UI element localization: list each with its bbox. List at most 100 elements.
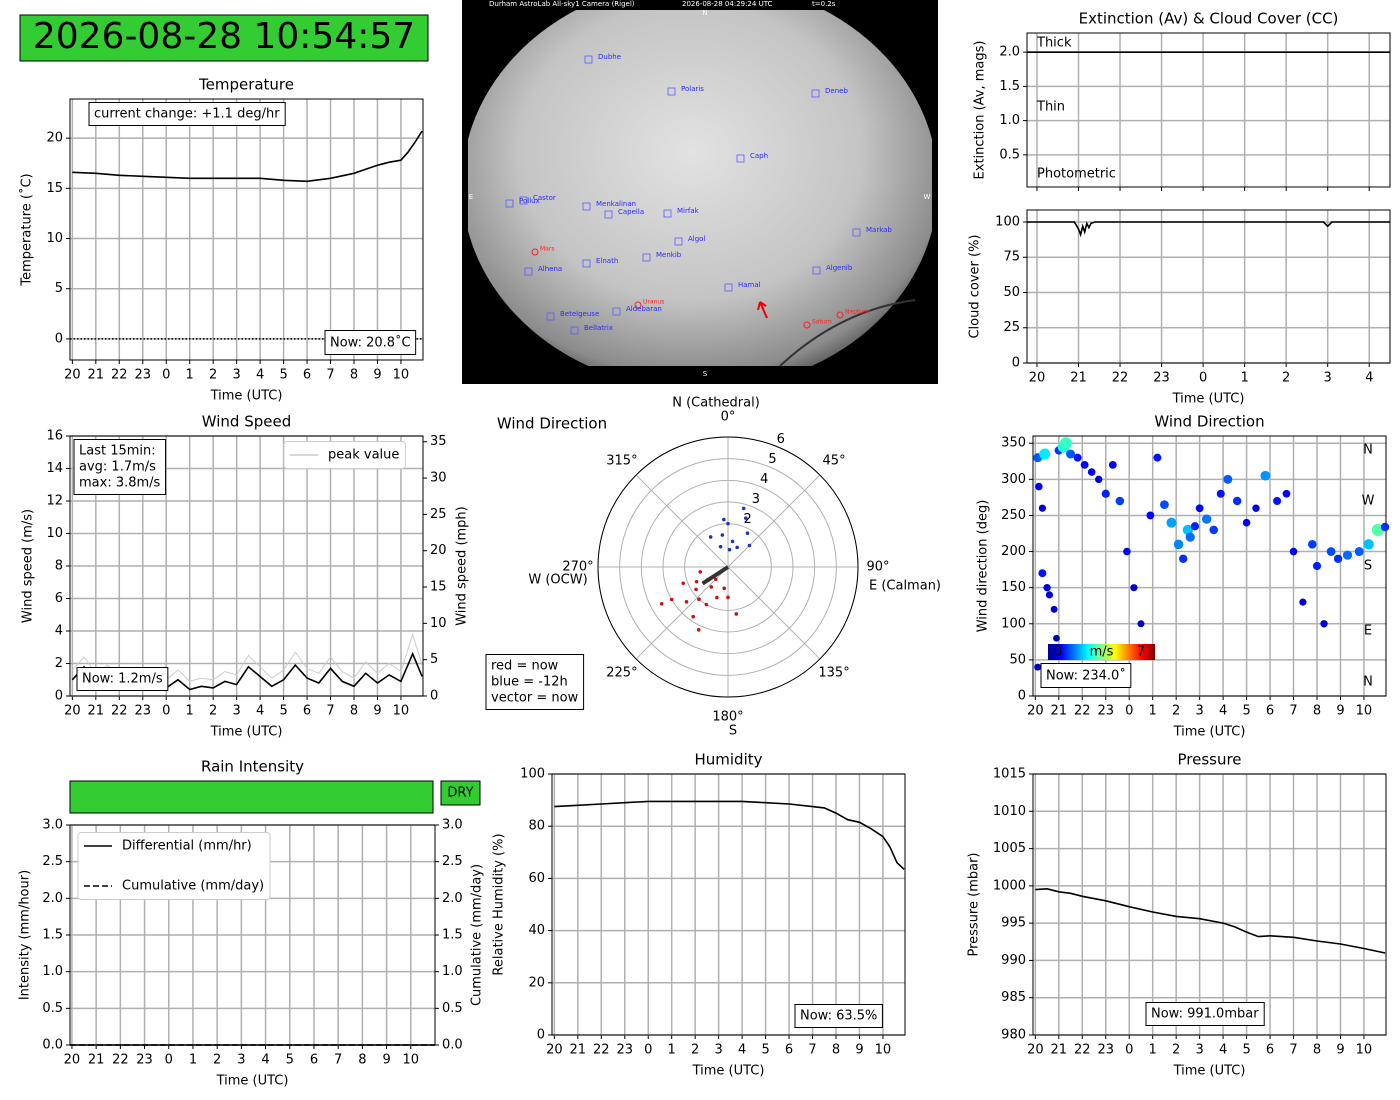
y-tick-label: 0.0 [42, 1038, 63, 1053]
data-point [684, 600, 689, 604]
x-tick-label: 10 [1356, 704, 1373, 719]
camera-compass: E [469, 193, 473, 201]
star-marker [667, 87, 676, 96]
x-tick-label: 2 [1172, 1043, 1180, 1058]
x-tick-label: 6 [1266, 1043, 1274, 1058]
x-tick-label: 22 [111, 704, 128, 719]
y-axis-label: Extinction (Av, mags) [973, 41, 988, 180]
chart-title: Wind Speed [202, 413, 292, 431]
x-tick-label: 21 [88, 704, 105, 719]
x-tick-label: 1 [186, 704, 194, 719]
y2-tick-label: 30 [430, 471, 447, 486]
data-line [554, 800, 905, 870]
annotation-text: Now: 1.2m/s [82, 672, 163, 687]
data-point [735, 545, 739, 550]
data-point [697, 597, 701, 602]
camera-header: 2026-08-28 04:29:24 UTC [682, 0, 773, 8]
annotation-text: Now: 234.0˚ [1046, 668, 1126, 684]
data-point [704, 602, 709, 607]
x-axis-label: Time (UTC) [210, 725, 283, 740]
y-tick-label: 2.0 [999, 45, 1020, 60]
theta-tick-label: 270° [562, 560, 593, 575]
y2-tick-label: 0.0 [442, 1038, 463, 1053]
direction-label: N [1363, 675, 1373, 690]
x-tick-label: 6 [1266, 704, 1274, 719]
x-tick-label: 5 [761, 1043, 769, 1058]
x-tick-label: 22 [1074, 704, 1091, 719]
y-tick-label: 250 [1001, 508, 1026, 523]
x-tick-label: 4 [256, 368, 264, 383]
y-tick-label: 100 [995, 214, 1020, 229]
star-label: Menkalinan [596, 200, 636, 208]
y2-axis-label: Cumulative (mm/day) [470, 864, 485, 1006]
data-point [1059, 437, 1072, 450]
star-marker [812, 266, 821, 275]
chart-title: Humidity [694, 751, 762, 769]
x-tick-label: 4 [1219, 1043, 1227, 1058]
y-tick-label: 25 [1003, 320, 1020, 335]
data-point [1160, 500, 1169, 510]
data-point [1101, 489, 1110, 498]
plot-frame [1032, 435, 1387, 697]
x-tick-label: 7 [326, 368, 334, 383]
star-marker [811, 89, 820, 98]
star-marker [582, 259, 591, 268]
data-point [1115, 496, 1125, 506]
star-label: Betelgeuse [560, 310, 599, 318]
data-point [1242, 518, 1251, 527]
x-tick-label: 4 [256, 704, 264, 719]
annotation-text: max: 3.8m/s [79, 476, 161, 491]
x-tick-label: 9 [855, 1043, 863, 1058]
annotation-box [485, 654, 585, 710]
x-tick-label: 1 [1149, 1043, 1157, 1058]
data-point [1087, 468, 1096, 476]
x-tick-label: 3 [1196, 1043, 1204, 1058]
camera-compass: N [702, 9, 707, 17]
y-axis-label: Temperature (˚C) [19, 173, 35, 286]
data-point [1201, 514, 1212, 524]
data-point [1232, 496, 1242, 506]
x-tick-label: 0 [165, 1053, 173, 1068]
data-point [1312, 561, 1322, 571]
y-tick-label: 2.5 [42, 854, 63, 869]
band-label: Photometric [1037, 167, 1116, 182]
annotation-box [73, 439, 167, 495]
x-tick-label: 8 [1313, 704, 1321, 719]
data-point [1179, 554, 1188, 563]
x-tick-label: 6 [785, 1043, 793, 1058]
star-label: Algol [688, 235, 705, 243]
rain-status-box [440, 780, 481, 806]
x-tick-label: 4 [1219, 704, 1227, 719]
camera-compass: S [703, 370, 708, 378]
planet-label: Mars [540, 246, 554, 253]
y-tick-label: 0 [55, 689, 63, 704]
x-tick-label: 0 [1125, 1043, 1133, 1058]
data-point [745, 531, 750, 536]
data-point [1308, 540, 1317, 549]
y2-tick-label: 2.5 [442, 854, 463, 869]
data-point [1185, 532, 1195, 542]
annotation-box [1040, 663, 1132, 688]
x-tick-label: 8 [1313, 1043, 1321, 1058]
x-tick-label: 10 [1356, 1043, 1373, 1058]
x-tick-label: 2 [1172, 704, 1180, 719]
y2-tick-label: 3.0 [442, 818, 463, 833]
chart-title: Temperature [198, 76, 294, 94]
chart-title: Wind Direction [497, 415, 607, 433]
data-point [1282, 489, 1291, 498]
r-tick-label: 2 [744, 512, 752, 527]
data-point [694, 587, 698, 592]
camera-header: t=0.2s [812, 0, 836, 8]
x-tick-label: 23 [136, 1053, 153, 1068]
x-tick-label: 22 [111, 368, 128, 383]
x-tick-label: 23 [616, 1043, 633, 1058]
star-marker [642, 253, 651, 262]
grid-ring [662, 501, 794, 633]
data-point [681, 581, 686, 586]
y-tick-label: 100 [1001, 616, 1026, 631]
camera-arrow [757, 301, 768, 319]
annotation-box [88, 102, 286, 126]
x-tick-label: 0 [162, 368, 170, 383]
data-point [1038, 569, 1047, 578]
data-point [1320, 620, 1328, 628]
